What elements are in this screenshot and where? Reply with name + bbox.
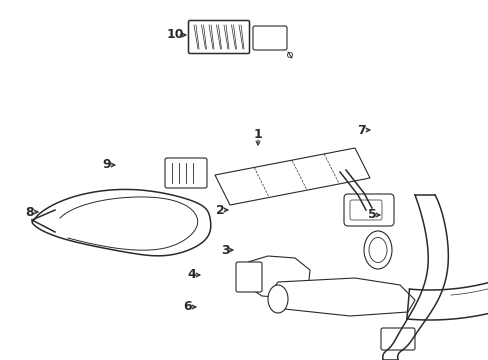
FancyBboxPatch shape (236, 262, 262, 292)
Polygon shape (271, 278, 414, 316)
FancyBboxPatch shape (343, 194, 393, 226)
Polygon shape (244, 256, 309, 298)
FancyBboxPatch shape (380, 328, 414, 350)
Polygon shape (215, 148, 369, 205)
FancyBboxPatch shape (349, 200, 381, 220)
Circle shape (287, 53, 292, 58)
Ellipse shape (267, 285, 287, 313)
FancyBboxPatch shape (164, 158, 206, 188)
Text: 8: 8 (26, 206, 34, 219)
Ellipse shape (368, 238, 386, 262)
Text: 5: 5 (367, 208, 376, 221)
Text: 1: 1 (253, 129, 262, 141)
FancyBboxPatch shape (252, 26, 286, 50)
Text: 7: 7 (357, 123, 366, 136)
Text: 2: 2 (215, 203, 224, 216)
FancyBboxPatch shape (188, 21, 249, 54)
Text: 10: 10 (166, 28, 183, 41)
Polygon shape (32, 189, 210, 256)
Text: 4: 4 (187, 269, 196, 282)
Ellipse shape (363, 231, 391, 269)
Text: 9: 9 (102, 158, 111, 171)
Text: 3: 3 (220, 243, 229, 256)
Text: 6: 6 (183, 301, 192, 314)
